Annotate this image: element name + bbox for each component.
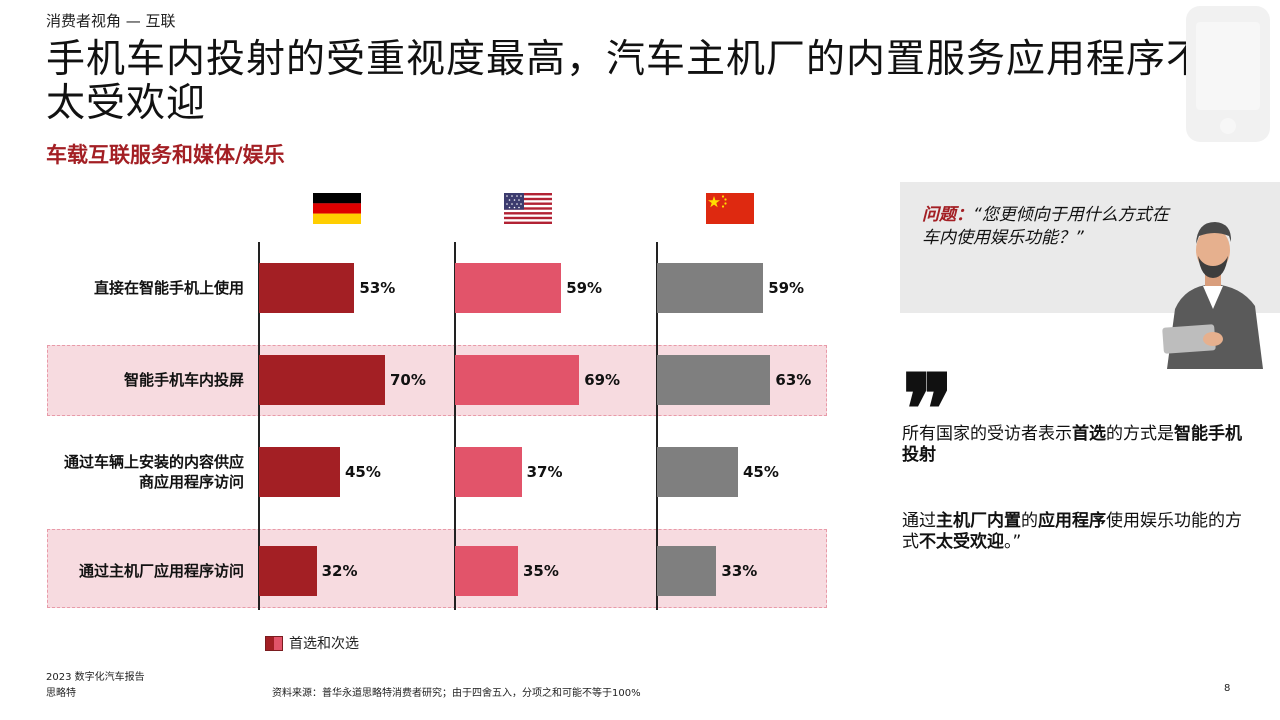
bar-usa-1 bbox=[455, 263, 562, 313]
chart-legend: 首选和次选 bbox=[265, 633, 359, 653]
value-label: 59% bbox=[768, 279, 805, 297]
page-number: 8 bbox=[1224, 683, 1231, 694]
value-label: 45% bbox=[345, 463, 381, 481]
value-label: 37% bbox=[526, 463, 563, 481]
quote-run: 主机厂内置 bbox=[936, 511, 1021, 531]
quote-run: 应用程序 bbox=[1038, 511, 1106, 531]
category-label: 通过车辆上安装的内容供应商应用程序访问 bbox=[40, 452, 244, 492]
value-label: 69% bbox=[584, 371, 621, 389]
quote-mark-icon: ❞ bbox=[902, 353, 954, 466]
bar-china-4 bbox=[657, 546, 717, 596]
quote-run: 通过 bbox=[902, 511, 936, 531]
axis-china bbox=[656, 242, 658, 610]
value-label: 33% bbox=[721, 562, 758, 580]
person-illustration-icon bbox=[1162, 222, 1263, 369]
quote-run: 使用娱乐功能的方式 bbox=[902, 511, 1242, 552]
quote-run: 的方式是 bbox=[1106, 424, 1174, 444]
section-kicker: 消费者视角 — 互联 bbox=[46, 12, 176, 30]
quote-paragraph-2: 通过主机厂内置的应用程序使用娱乐功能的方式不太受欢迎。” bbox=[902, 511, 1242, 553]
quote-run: 首选 bbox=[1072, 424, 1106, 444]
value-label: 35% bbox=[523, 562, 559, 580]
footer-report-title: 2023 数字化汽车报告 bbox=[46, 672, 145, 683]
axis-germany bbox=[258, 242, 260, 610]
value-label: 53% bbox=[359, 279, 396, 297]
usa-flag-icon bbox=[504, 193, 552, 224]
bar-germany-2 bbox=[259, 355, 385, 405]
bar-china-3 bbox=[657, 447, 738, 497]
category-label: 智能手机车内投屏 bbox=[40, 370, 244, 390]
quote-run: 所有国家的受访者表示 bbox=[902, 424, 1072, 444]
bar-usa-3 bbox=[455, 447, 522, 497]
footer-company: 思略特 bbox=[46, 688, 76, 699]
germany-flag-icon bbox=[313, 193, 361, 224]
question-body: “您更倾向于用什么方式在车内使用娱乐功能？” bbox=[922, 205, 1169, 248]
legend-label: 首选和次选 bbox=[289, 636, 359, 652]
smartphone-icon bbox=[1186, 6, 1270, 142]
quote-run: 智能手机投射 bbox=[902, 424, 1242, 465]
category-label-line: 通过主机厂应用程序访问 bbox=[78, 562, 244, 580]
category-label-line: 通过车辆上安装的内容供应 bbox=[63, 453, 244, 471]
bar-germany-3 bbox=[259, 447, 340, 497]
value-label: 70% bbox=[390, 371, 426, 389]
category-label-line: 智能手机车内投屏 bbox=[123, 371, 244, 389]
footer-source: 资料来源：普华永道思略特消费者研究；由于四舍五入，分项之和可能不等于100% bbox=[272, 688, 641, 699]
chart-subtitle: 车载互联服务和媒体/娱乐 bbox=[46, 143, 285, 167]
bar-china-1 bbox=[657, 263, 764, 313]
category-label: 通过主机厂应用程序访问 bbox=[40, 561, 244, 581]
bar-usa-2 bbox=[455, 355, 580, 405]
value-label: 32% bbox=[321, 562, 358, 580]
legend-swatch bbox=[265, 635, 283, 651]
question-text: 问题：“您更倾向于用什么方式在车内使用娱乐功能？” bbox=[922, 204, 1182, 250]
value-label: 63% bbox=[775, 371, 812, 389]
quote-run: 的 bbox=[1021, 511, 1038, 531]
quote-run: 。” bbox=[1004, 532, 1022, 552]
bar-germany-4 bbox=[259, 546, 317, 596]
bar-usa-4 bbox=[455, 546, 518, 596]
china-flag-icon bbox=[706, 193, 754, 224]
question-label: 问题： bbox=[922, 205, 973, 225]
category-label-line: 直接在智能手机上使用 bbox=[93, 279, 244, 297]
page-title: 手机车内投射的受重视度最高，汽车主机厂的内置服务应用程序不太受欢迎 bbox=[46, 37, 1207, 126]
axis-usa bbox=[454, 242, 456, 610]
bar-germany-1 bbox=[259, 263, 355, 313]
quote-run: 不太受欢迎 bbox=[919, 532, 1004, 552]
value-label: 45% bbox=[743, 463, 779, 481]
bar-china-2 bbox=[657, 355, 771, 405]
quote-paragraph-1: 所有国家的受访者表示首选的方式是智能手机投射 bbox=[902, 424, 1242, 466]
category-label-line: 商应用程序访问 bbox=[138, 473, 244, 491]
category-label: 直接在智能手机上使用 bbox=[40, 278, 244, 298]
value-label: 59% bbox=[566, 279, 603, 297]
